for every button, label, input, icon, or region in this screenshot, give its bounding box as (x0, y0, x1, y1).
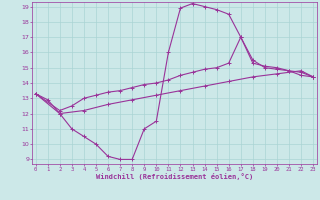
X-axis label: Windchill (Refroidissement éolien,°C): Windchill (Refroidissement éolien,°C) (96, 173, 253, 180)
